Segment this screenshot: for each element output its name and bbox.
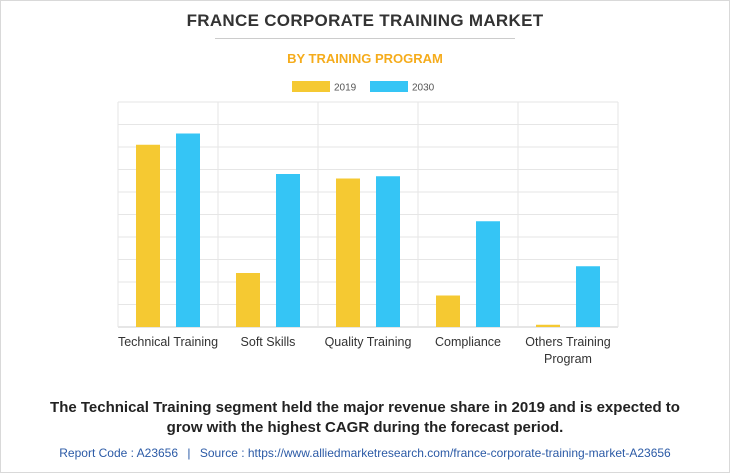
legend-label-2019: 2019 [334,83,357,94]
bar-2030-3 [476,221,500,327]
chart-title: FRANCE CORPORATE TRAINING MARKET [186,11,544,30]
chart-subtitle: BY TRAINING PROGRAM [287,51,443,66]
bar-2030-4 [576,266,600,327]
footer: Report Code : A23656 | Source : https://… [0,446,730,460]
bar-chart: 2019 2030 Technical Training Soft Skills Qu… [117,81,619,366]
x-tick-label-line: Technical Training [118,335,218,349]
title-divider [215,38,515,39]
bar-2019-4 [536,324,560,327]
x-tick-label-line: Quality Training [325,335,412,349]
bar-2019-3 [436,295,460,327]
x-tick-label-4: Others Training Program [525,335,611,366]
bar-2030-1 [276,174,300,327]
x-tick-label-line: Program [544,352,592,366]
bar-2019-0 [136,144,160,327]
conclusion-line-2: grow with the highest CAGR during the fo… [166,419,564,436]
x-tick-label-3: Compliance [435,335,501,349]
grid [117,101,619,328]
x-tick-label-line: Soft Skills [241,335,296,349]
conclusion-text: The Technical Training segment held the … [20,398,710,438]
x-tick-label-1: Soft Skills [241,335,296,349]
legend-swatch-2030 [370,81,408,92]
x-axis-labels: Technical Training Soft Skills Quality Tra… [118,335,611,366]
source-link[interactable]: Source : https://www.alliedmarketresearc… [199,446,671,460]
legend: 2019 2030 [292,81,435,94]
x-tick-label-0: Technical Training [118,335,218,349]
x-tick-label-2: Quality Training [325,335,412,349]
bar-2030-0 [176,133,200,327]
x-tick-label-line: Compliance [435,335,501,349]
legend-swatch-2019 [292,81,330,92]
bar-2030-2 [376,176,400,327]
x-tick-label-line: Others Training [525,335,611,349]
bar-2019-2 [336,178,360,327]
report-code: Report Code : A23656 [59,446,179,460]
footer-separator: | [187,446,191,460]
bar-2019-1 [236,273,260,327]
legend-label-2030: 2030 [412,83,435,94]
bars [136,133,600,327]
conclusion-line-1: The Technical Training segment held the … [50,399,680,416]
